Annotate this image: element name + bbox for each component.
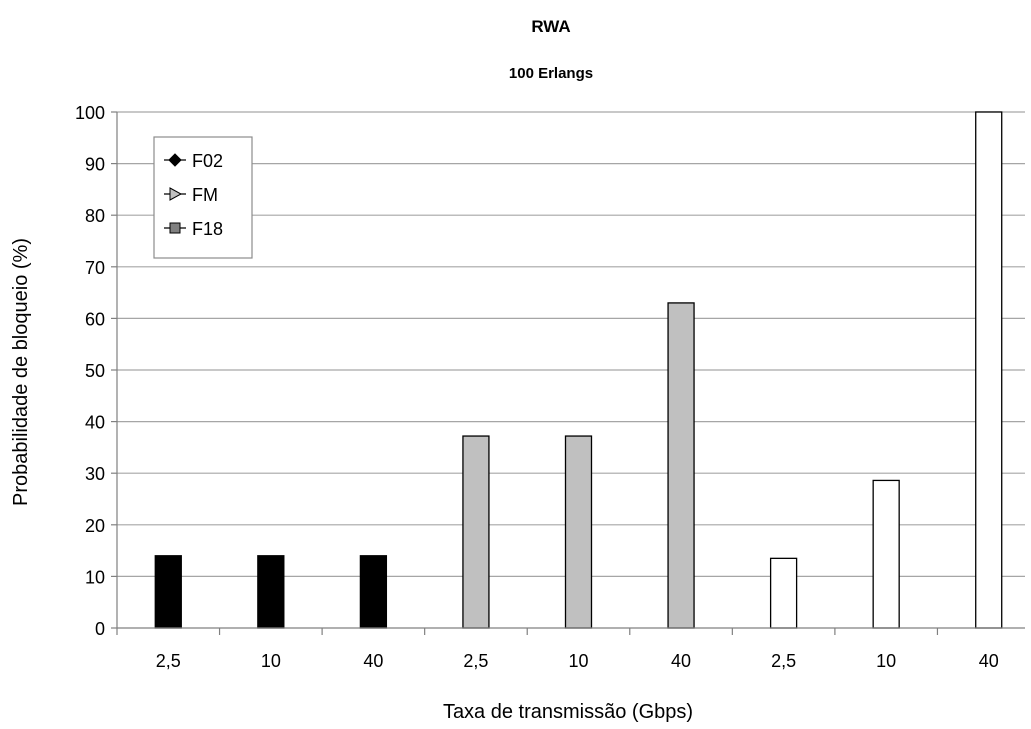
- axes-layer: 0 10 20 30 40 50 60 70 80 90 100 2,5 10 40 2,5 10 40 2,5 1…: [75, 103, 1025, 671]
- y-tick-label: 10: [85, 567, 105, 587]
- bar-fm: [667, 302, 695, 629]
- x-tick-label: 10: [876, 651, 896, 671]
- y-tick-label: 60: [85, 309, 105, 329]
- x-tick-label: 10: [261, 651, 281, 671]
- legend-label: FM: [192, 185, 218, 205]
- legend-label: F02: [192, 151, 223, 171]
- y-tick-label: 0: [95, 619, 105, 639]
- x-tick-label: 40: [979, 651, 999, 671]
- y-axis-label: Probabilidade de bloqueio (%): [10, 238, 32, 506]
- legend-marker-fm: [169, 187, 183, 201]
- y-tick-label: 50: [85, 361, 105, 381]
- bar-f02: [154, 555, 182, 629]
- chart-title: RWA: [531, 17, 570, 36]
- bar-f18: [872, 479, 900, 629]
- y-tick-label: 40: [85, 413, 105, 433]
- legend-marker-f18: [169, 222, 181, 234]
- y-tick-label: 30: [85, 464, 105, 484]
- y-tick-label: 90: [85, 155, 105, 175]
- chart-subtitle: 100 Erlangs: [509, 65, 593, 82]
- x-tick-label: 2,5: [463, 651, 488, 671]
- x-axis-label: Taxa de transmissão (Gbps): [443, 701, 693, 723]
- x-tick-label: 40: [363, 651, 383, 671]
- grid-layer: [117, 111, 1025, 578]
- y-tick-label: 80: [85, 206, 105, 226]
- bar-f18: [769, 557, 798, 629]
- x-tick-label: 40: [671, 651, 691, 671]
- bar-f02: [257, 555, 285, 629]
- legend: F02 FM F18: [153, 136, 253, 259]
- x-tick-label: 2,5: [771, 651, 796, 671]
- bar-f02: [359, 555, 388, 629]
- x-tick-label: 2,5: [156, 651, 181, 671]
- x-tick-label: 10: [568, 651, 588, 671]
- y-tick-label: 70: [85, 258, 105, 278]
- bar-f18: [975, 111, 1003, 629]
- bar-fm: [462, 435, 490, 629]
- legend-marker-f02: [168, 153, 182, 167]
- y-tick-label: 100: [75, 103, 105, 123]
- y-tick-label: 20: [85, 516, 105, 536]
- bar-fm: [564, 435, 593, 629]
- legend-label: F18: [192, 219, 223, 239]
